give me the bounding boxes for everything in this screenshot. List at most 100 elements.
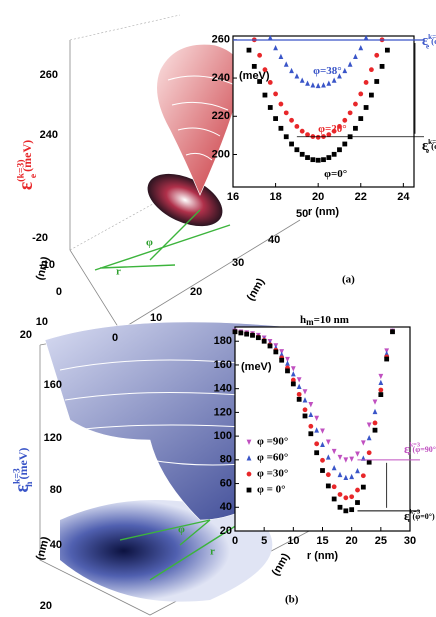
marker: [343, 495, 349, 501]
y-tick-label: 260: [212, 34, 230, 46]
y-axis-label: (meV): [241, 361, 272, 373]
marker: [353, 101, 358, 107]
marker: [378, 373, 384, 380]
marker: [363, 34, 369, 41]
y-axis-label: (meV): [239, 70, 270, 82]
marker: [320, 468, 325, 473]
marker: [320, 428, 325, 434]
marker: [299, 77, 305, 83]
z-tick-label: 40: [50, 539, 62, 551]
z-tick-label: 120: [44, 432, 62, 444]
marker: [321, 157, 326, 163]
marker: [343, 474, 349, 481]
marker: [267, 343, 273, 349]
label-rest: (φ=0°): [431, 141, 436, 151]
marker: [278, 125, 284, 131]
y-tick-label: 10: [36, 316, 48, 328]
marker: [337, 147, 342, 153]
y-tick-label: -20: [32, 232, 48, 244]
marker: [285, 356, 290, 363]
marker: [238, 330, 244, 336]
marker: [337, 492, 343, 497]
marker: [337, 454, 343, 461]
symbol-label: εk=3e(φ=38°): [422, 33, 436, 50]
marker: [360, 473, 366, 479]
marker: [232, 329, 238, 335]
marker: [302, 389, 308, 395]
label-rest: (φ=0°): [413, 512, 435, 521]
symbol: ε: [404, 441, 410, 456]
marker: [384, 350, 390, 356]
marker: [347, 110, 353, 116]
label-rest: (φ=38°): [431, 36, 436, 46]
marker: [290, 371, 296, 377]
y-tick-label: 200: [212, 148, 230, 160]
marker: [289, 67, 294, 74]
y-tick-label: 20: [40, 600, 52, 612]
marker: [262, 92, 268, 98]
marker: [331, 484, 337, 490]
marker: [325, 483, 331, 489]
marker: [325, 439, 331, 445]
legend-label: φ =60°: [257, 452, 288, 464]
marker: [374, 79, 380, 84]
marker: [283, 110, 289, 116]
marker: [331, 77, 337, 83]
marker: [358, 44, 364, 51]
subscript: e: [426, 42, 429, 50]
x-tick-label: 40: [268, 234, 280, 246]
symbol: ε: [12, 484, 33, 492]
radius-label: r: [210, 546, 215, 558]
marker: [378, 387, 384, 393]
y-tick-label: 120: [214, 406, 232, 418]
marker: [325, 472, 331, 478]
marker: [355, 487, 360, 493]
marker: [310, 157, 316, 163]
marker: [267, 34, 273, 41]
superscript: k=3: [410, 509, 421, 516]
marker: [290, 377, 296, 383]
z-tick-label: 240: [40, 129, 58, 141]
label-rest: (φ=90°): [413, 445, 436, 454]
subscript: e: [408, 517, 411, 524]
curve-label: φ=0°: [324, 168, 347, 180]
marker: [283, 61, 289, 67]
marker: [315, 157, 321, 163]
marker: [261, 338, 267, 344]
marker: [267, 80, 273, 85]
marker: [337, 504, 343, 510]
marker: [315, 134, 321, 140]
y-tick-label: 60: [220, 477, 232, 489]
symbol: ε: [422, 33, 428, 49]
y-tick-label: 180: [214, 335, 232, 347]
x-tick-label: 20: [190, 286, 202, 298]
x-tick-label: 10: [287, 535, 299, 547]
marker: [305, 155, 310, 160]
marker: [347, 61, 353, 67]
marker: [250, 332, 255, 338]
marker: [246, 487, 252, 493]
x-tick-label: 24: [397, 191, 410, 203]
marker: [310, 82, 316, 88]
y-tick-label: 240: [212, 72, 230, 84]
subscript: h: [24, 481, 35, 487]
panel-label: (a): [342, 274, 355, 286]
marker: [314, 415, 320, 421]
label-rest: (meV): [20, 140, 34, 172]
y-tick-label: 0: [56, 286, 62, 298]
marker: [299, 128, 305, 134]
symbol: ε: [422, 138, 428, 154]
marker: [314, 427, 320, 433]
marker: [353, 125, 358, 131]
curve-label: φ=38°: [313, 65, 342, 77]
marker: [302, 407, 308, 413]
marker: [349, 507, 355, 513]
marker: [355, 500, 360, 505]
marker: [372, 427, 378, 433]
marker: [251, 63, 257, 69]
marker: [360, 440, 366, 446]
marker: [369, 92, 374, 98]
y-tick-label: 80: [220, 454, 232, 466]
marker: [296, 377, 302, 383]
